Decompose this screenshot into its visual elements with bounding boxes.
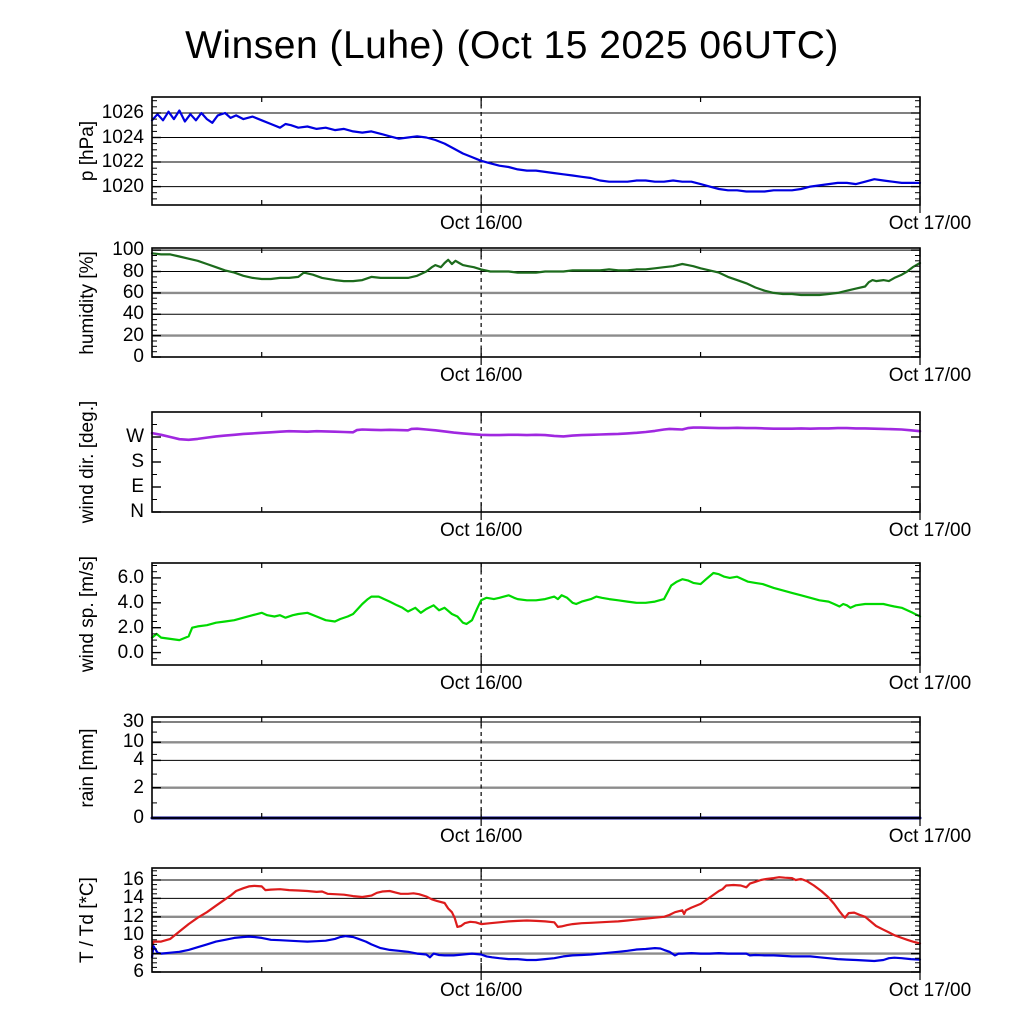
pressure-ytick-label: 1026 (101, 101, 144, 123)
pressure-ytick-label: 1020 (101, 175, 144, 197)
wind-speed-axis-label: wind sp. [m/s] (77, 555, 98, 673)
pressure-xtick-label: Oct 16/00 (439, 213, 523, 234)
temperature-xtick-label: Oct 17/00 (888, 980, 972, 1001)
humidity-ytick-label: 20 (122, 324, 144, 346)
wind-speed-frame (151, 562, 921, 666)
wind-direction-xtick-label: Oct 17/00 (888, 520, 972, 541)
temperature-ytick-label: 16 (122, 868, 144, 890)
rain-ytick-label: 0 (133, 807, 144, 828)
pressure-ytick-label: 1024 (101, 126, 144, 148)
rain-ytick-label: 10 (122, 731, 144, 753)
humidity-ytick-label: 60 (122, 281, 144, 303)
humidity-ytick-label: 80 (122, 260, 144, 282)
humidity-ytick-label: 0 (133, 346, 144, 367)
temperature-xtick-label: Oct 16/00 (439, 980, 523, 1001)
humidity-xtick-label: Oct 16/00 (439, 365, 523, 386)
pressure-frame (151, 96, 921, 206)
humidity-ytick-label: 40 (122, 303, 144, 325)
humidity-xtick-label: Oct 17/00 (888, 365, 972, 386)
temperature-series-Td (150, 934, 922, 963)
temperature-frame (151, 867, 921, 973)
wind-direction-ytick-label: N (130, 501, 144, 522)
temperature-ytick-label: 14 (122, 887, 144, 909)
humidity-series-rh (150, 252, 922, 297)
rain-ytick-label: 4 (133, 749, 144, 771)
pressure-series-p (150, 109, 922, 193)
pressure-xtick-label: Oct 17/00 (888, 213, 972, 234)
wind-direction-xtick-label: Oct 16/00 (439, 520, 523, 541)
temperature-ytick-label: 8 (133, 942, 144, 964)
wind-direction-ytick-label: W (126, 426, 144, 447)
wind-direction-ytick-label: S (131, 451, 144, 472)
rain-frame (151, 716, 921, 819)
pressure-ytick-label: 1022 (101, 151, 144, 173)
wind-direction-axis-label: wind dir. [deg.] (77, 400, 98, 524)
temperature-ytick-label: 12 (122, 905, 144, 927)
rain-axis-label: rain [mm] (77, 727, 98, 808)
wind-direction-series-dir (150, 426, 922, 442)
wind-speed-ytick-label: 0.0 (117, 641, 144, 663)
temperature-ytick-label: 10 (122, 924, 144, 946)
wind-direction-frame (151, 411, 921, 513)
wind-speed-ytick-label: 4.0 (117, 591, 144, 613)
pressure-axis-label: p [hPa] (77, 120, 98, 182)
rain-xtick-label: Oct 17/00 (888, 826, 972, 847)
temperature-axis-label: T / Td [*C] (77, 877, 98, 963)
wind-speed-xtick-label: Oct 17/00 (888, 673, 972, 694)
temperature-series-T (150, 876, 922, 951)
rain-ytick-label: 30 (122, 711, 144, 733)
wind-direction-ytick-label: E (131, 476, 144, 497)
humidity-axis-label: humidity [%] (77, 250, 98, 355)
rain-ytick-label: 2 (133, 776, 144, 798)
wind-speed-xtick-label: Oct 16/00 (439, 673, 523, 694)
wind-speed-series-speed (150, 571, 922, 642)
wind-speed-ytick-label: 2.0 (117, 616, 144, 638)
chart-title: Winsen (Luhe) (Oct 15 2025 06UTC) (185, 24, 839, 67)
humidity-ytick-label: 100 (112, 239, 144, 261)
temperature-ytick-label: 6 (133, 961, 144, 982)
humidity-frame (151, 247, 921, 358)
wind-speed-ytick-label: 6.0 (117, 566, 144, 588)
rain-xtick-label: Oct 16/00 (439, 826, 523, 847)
